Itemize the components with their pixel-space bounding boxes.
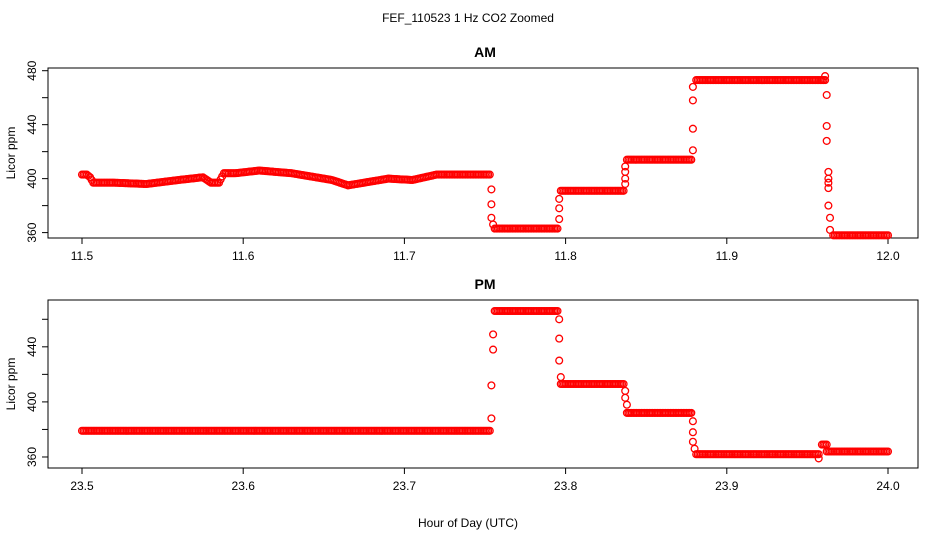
data-point: [487, 213, 496, 222]
data-point: [621, 386, 630, 395]
data-point: [553, 224, 562, 233]
data-point: [824, 174, 833, 183]
y-tick-label: 360: [25, 222, 39, 242]
y-axis-label-am: Licor ppm: [4, 127, 18, 180]
data-point: [822, 121, 831, 131]
data-point: [690, 444, 699, 453]
data-points-am: [77, 72, 893, 240]
data-point: [824, 178, 833, 187]
x-tick-label: 23.8: [554, 479, 578, 493]
data-point: [814, 454, 823, 463]
x-tick-label: 11.8: [554, 249, 577, 263]
data-point: [822, 90, 831, 100]
data-point: [553, 306, 562, 316]
data-point: [487, 381, 496, 390]
data-point: [687, 408, 696, 417]
data-point: [555, 215, 564, 224]
y-tick-label: 360: [25, 447, 39, 467]
data-point: [687, 155, 696, 164]
data-point: [555, 194, 564, 203]
x-tick-label: 23.5: [70, 479, 94, 493]
data-point: [814, 450, 823, 459]
data-point: [688, 146, 697, 155]
data-point: [824, 184, 833, 193]
data-point: [883, 447, 893, 456]
data-point: [556, 373, 565, 382]
axis-ticks-am: 11.5 11.6 11.7 11.8 11.9 12.0 360 400 440 480: [25, 60, 900, 263]
data-point: [621, 393, 630, 402]
chart-panel-am: AM Licor ppm 11.5 11.6 11.7 11.8 11.9 12.0 360…: [4, 44, 919, 263]
data-points-pm: [77, 306, 893, 463]
x-tick-label: 23.9: [715, 479, 739, 493]
data-point: [555, 356, 564, 365]
data-point: [621, 179, 630, 189]
data-point: [489, 220, 498, 229]
data-point: [489, 330, 498, 339]
data-point: [821, 72, 830, 81]
data-point: [688, 82, 697, 91]
data-point: [485, 426, 494, 435]
data-point: [824, 201, 833, 210]
data-point: [621, 167, 630, 176]
data-point: [883, 231, 893, 240]
data-point: [622, 400, 631, 409]
data-point: [822, 136, 831, 145]
data-point: [688, 124, 697, 133]
data-point: [485, 170, 494, 179]
panel-title-pm: PM: [475, 276, 496, 292]
y-tick-label: 440: [25, 336, 39, 356]
x-axis-label: Hour of Day (UTC): [418, 516, 518, 530]
x-tick-label: 23.6: [232, 479, 256, 493]
plot-frame-pm: [47, 299, 919, 469]
data-point: [688, 96, 697, 105]
x-tick-label: 11.9: [716, 249, 739, 263]
data-point: [555, 315, 564, 324]
data-point: [487, 200, 496, 209]
x-tick-label: 24.0: [876, 479, 900, 493]
data-point: [824, 167, 833, 176]
figure-title: FEF_110523 1 Hz CO2 Zoomed: [382, 11, 554, 25]
data-point: [825, 225, 835, 234]
y-tick-label: 400: [25, 168, 39, 188]
x-tick-label: 11.6: [232, 249, 255, 263]
y-tick-label: 440: [25, 114, 39, 134]
y-axis-label-pm: Licor ppm: [4, 358, 18, 411]
chart-panel-pm: PM Licor ppm 23.5 23.6 23.7 23.8 23.9 24.0 360…: [4, 276, 919, 493]
y-tick-label: 400: [25, 392, 39, 412]
data-point: [489, 345, 498, 354]
x-tick-label: 11.5: [71, 249, 94, 263]
data-point: [688, 437, 697, 446]
plot-frame-am: [47, 67, 919, 239]
x-tick-label: 23.7: [393, 479, 417, 493]
data-point: [688, 428, 697, 437]
data-point: [555, 334, 564, 343]
data-point: [821, 76, 830, 85]
y-tick-label: 480: [25, 60, 39, 80]
x-tick-label: 11.7: [393, 249, 416, 263]
data-point: [688, 417, 697, 426]
data-point: [825, 213, 835, 222]
x-tick-label: 12.0: [876, 249, 900, 263]
axis-ticks-pm: 23.5 23.6 23.7 23.8 23.9 24.0 360 400 440: [25, 318, 900, 493]
data-point: [487, 185, 496, 194]
data-point: [621, 162, 630, 171]
panel-title-am: AM: [474, 44, 496, 60]
data-point: [555, 204, 564, 213]
data-point: [487, 414, 496, 423]
